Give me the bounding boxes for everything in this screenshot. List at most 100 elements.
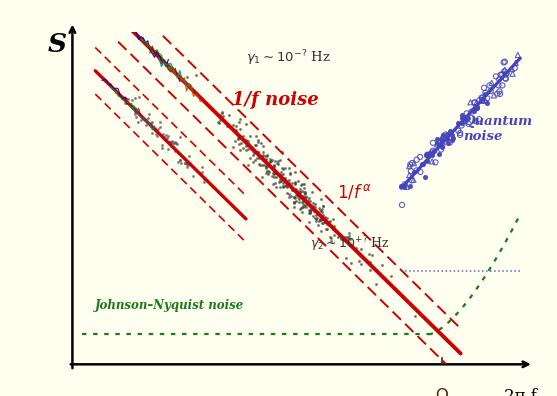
Point	[236, 135, 245, 141]
Point	[311, 211, 320, 218]
Point	[186, 160, 195, 166]
Point	[301, 194, 310, 200]
Point	[232, 127, 241, 133]
Point	[237, 140, 246, 147]
Point	[199, 176, 208, 182]
Point	[248, 159, 257, 166]
Point	[183, 164, 192, 170]
Point	[317, 216, 326, 222]
Point	[457, 122, 466, 129]
Point	[293, 191, 302, 198]
Point	[167, 138, 176, 145]
Point	[326, 234, 335, 240]
Point	[182, 74, 191, 80]
Point	[347, 260, 356, 266]
Point	[243, 138, 252, 144]
Point	[278, 184, 287, 190]
Point	[423, 152, 432, 158]
Point	[305, 209, 314, 215]
Point	[300, 196, 309, 203]
Point	[291, 169, 300, 175]
Text: Quantum
noise: Quantum noise	[463, 115, 532, 143]
Point	[243, 162, 252, 168]
Point	[510, 65, 519, 71]
Point	[420, 173, 429, 180]
Point	[280, 176, 289, 183]
Point	[253, 154, 262, 161]
Point	[407, 177, 416, 184]
Point	[134, 109, 143, 115]
Point	[279, 183, 288, 190]
Point	[278, 176, 287, 182]
Point	[306, 210, 315, 216]
Point	[295, 206, 304, 212]
Point	[475, 116, 483, 122]
Point	[271, 184, 280, 190]
Point	[167, 143, 175, 149]
Point	[472, 100, 481, 106]
Point	[254, 149, 263, 155]
Point	[501, 76, 510, 82]
Point	[502, 70, 511, 76]
Point	[480, 85, 488, 91]
Point	[130, 109, 139, 116]
Point	[170, 148, 179, 154]
Point	[427, 152, 436, 158]
Point	[268, 170, 277, 176]
Point	[262, 164, 271, 170]
Point	[173, 149, 182, 156]
Point	[428, 140, 437, 146]
Point	[329, 225, 338, 232]
Point	[325, 221, 334, 228]
Point	[305, 195, 314, 202]
Point	[263, 152, 272, 158]
Point	[309, 200, 317, 206]
Point	[470, 108, 478, 114]
Point	[120, 95, 129, 101]
Point	[339, 237, 348, 243]
Point	[416, 169, 425, 175]
Point	[422, 151, 431, 158]
Point	[322, 221, 331, 227]
Point	[306, 208, 315, 214]
Point	[160, 134, 169, 141]
Text: 2π f: 2π f	[504, 388, 536, 396]
Point	[176, 160, 185, 166]
Point	[285, 180, 294, 186]
Point	[112, 89, 121, 95]
Point	[275, 172, 284, 178]
Point	[500, 67, 509, 73]
Point	[334, 234, 343, 240]
Point	[287, 187, 296, 193]
Point	[473, 104, 482, 110]
Point	[291, 198, 300, 205]
Point	[183, 162, 192, 169]
Point	[228, 122, 237, 128]
Point	[500, 68, 509, 74]
Point	[511, 60, 520, 66]
Point	[247, 145, 256, 152]
Point	[499, 59, 508, 66]
Point	[235, 116, 244, 122]
Point	[341, 236, 350, 242]
Text: $1/f^{\,\alpha}$: $1/f^{\,\alpha}$	[338, 183, 372, 202]
Point	[365, 267, 374, 273]
Point	[155, 119, 164, 125]
Point	[245, 141, 253, 148]
Point	[248, 148, 257, 154]
Point	[242, 143, 251, 149]
Point	[447, 132, 456, 138]
Point	[428, 158, 437, 165]
Text: S: S	[47, 32, 66, 57]
Point	[270, 158, 279, 165]
Point	[295, 191, 304, 198]
Point	[405, 163, 414, 169]
Point	[242, 147, 251, 153]
Point	[411, 312, 419, 319]
Point	[438, 141, 447, 148]
Point	[290, 199, 299, 206]
Point	[377, 262, 386, 268]
Point	[297, 181, 306, 187]
Point	[356, 261, 365, 267]
Point	[313, 222, 322, 228]
